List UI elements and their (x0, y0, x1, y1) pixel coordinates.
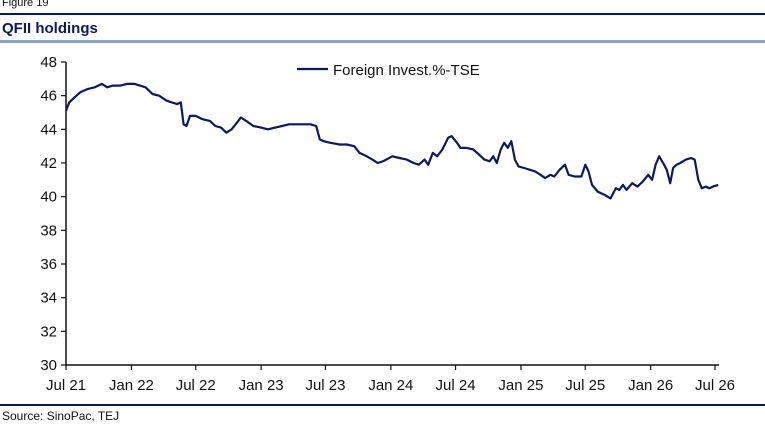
y-tick-label: 42 (40, 155, 57, 172)
x-tick-label: Jul 23 (305, 377, 345, 394)
y-tick-label: 48 (40, 54, 57, 71)
chart-title: QFII holdings (2, 20, 98, 37)
x-tick-label: Jan 23 (239, 377, 284, 394)
y-tick-label: 40 (40, 189, 57, 206)
x-tick-label: Jan 26 (628, 377, 673, 394)
bottom-rule (0, 404, 765, 406)
y-tick-label: 36 (40, 256, 57, 273)
x-tick-label: Jan 25 (498, 377, 543, 394)
chart-axes: 30 32 34 36 38 40 42 44 46 48 Jul 21 Jan 22 Jul 22 Ja… (40, 54, 735, 394)
chart-series (64, 82, 719, 200)
y-tick-label: 32 (40, 323, 57, 340)
x-tick-label: Jul 22 (176, 377, 216, 394)
chart-legend: Foreign Invest.%-TSE (297, 62, 480, 79)
figure-label: Figure 19 (2, 0, 49, 9)
title-rule (0, 40, 765, 43)
x-tick-label: Jul 24 (436, 377, 476, 394)
x-tick-label: Jul 25 (565, 377, 605, 394)
series-line-0 (64, 82, 719, 200)
x-tick-label: Jul 26 (695, 377, 735, 394)
x-tick-label: Jul 21 (46, 377, 86, 394)
legend-label: Foreign Invest.%-TSE (333, 62, 480, 79)
source-note: Source: SinoPac, TEJ (2, 409, 120, 423)
y-tick-label: 34 (40, 290, 57, 307)
x-tick-label: Jan 22 (109, 377, 154, 394)
y-tick-label: 46 (40, 88, 57, 105)
x-tick-label: Jan 24 (368, 377, 413, 394)
y-tick-label: 38 (40, 222, 57, 239)
top-rule (0, 13, 765, 15)
y-tick-label: 30 (40, 357, 57, 374)
y-tick-label: 44 (40, 121, 57, 138)
